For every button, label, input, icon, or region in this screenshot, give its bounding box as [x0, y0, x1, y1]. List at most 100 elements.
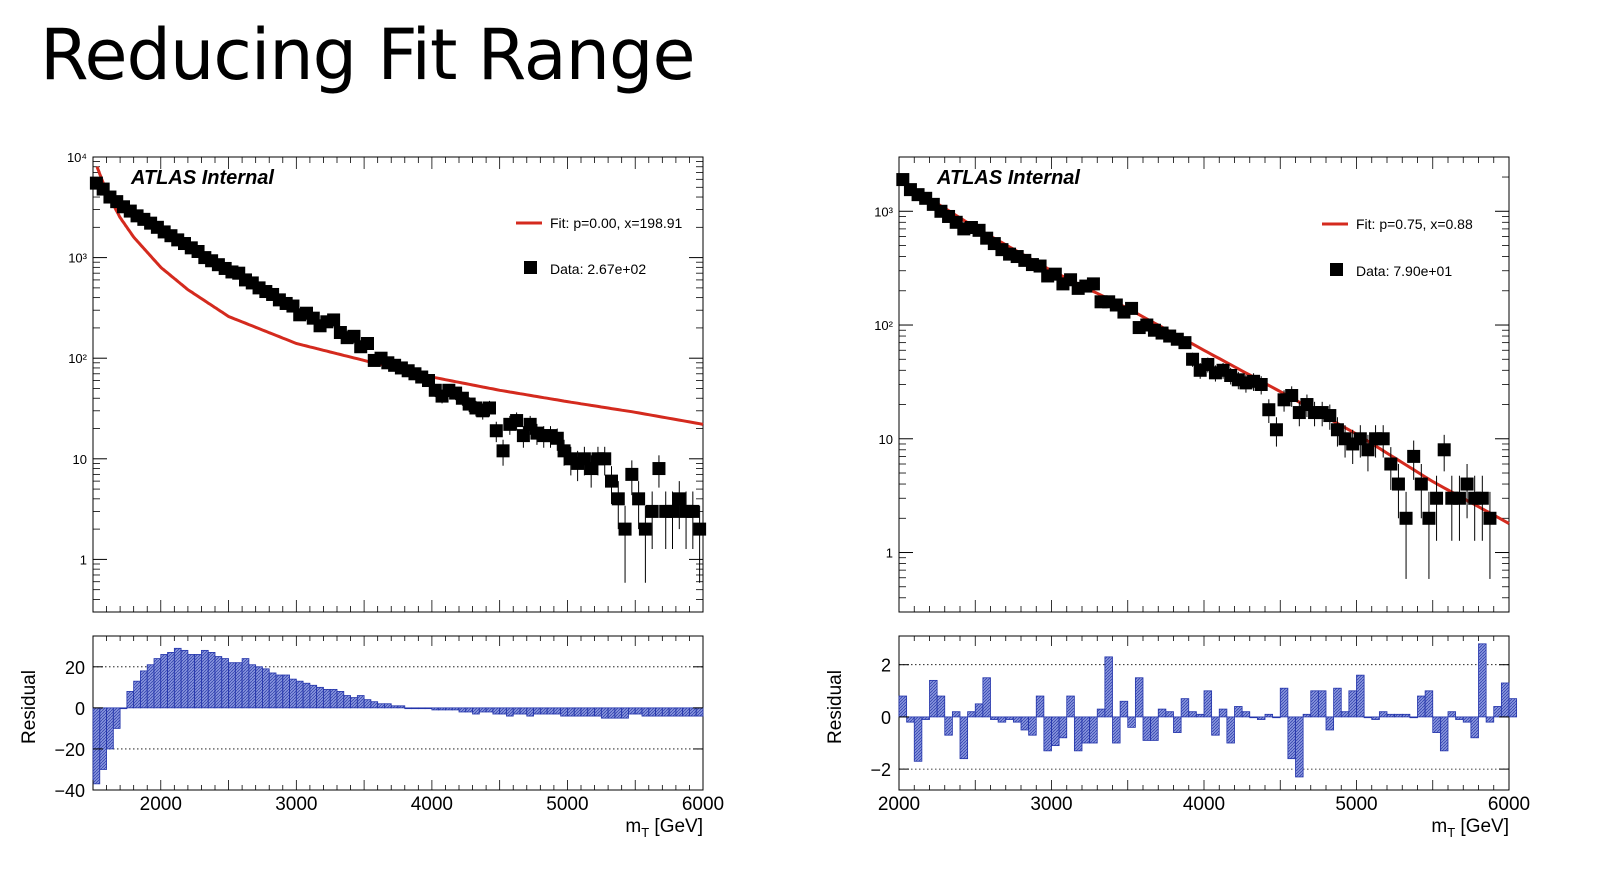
residual-bar: [607, 707, 616, 719]
residual-bar: [316, 686, 324, 709]
data-point: [672, 492, 686, 506]
data-point: [1452, 491, 1466, 505]
residual-bar: [1119, 700, 1129, 718]
residual-bar: [262, 668, 270, 709]
left-chart: 1 10 10² 10³ 10⁴ ATLAS Internal Fit: p=0.00, x…: [19, 150, 724, 840]
x-tick-label: 4000: [411, 794, 453, 815]
residual-bar: [445, 707, 453, 711]
residual-bar: [1089, 716, 1098, 744]
data-point: [598, 452, 612, 466]
residual-bar: [1417, 695, 1426, 718]
residual-bar: [1035, 695, 1045, 718]
residual-bar: [1333, 687, 1342, 718]
residual-y-tick-label: 0: [881, 708, 891, 728]
residual-y-tick-label: −40: [54, 781, 85, 801]
data-point: [483, 401, 496, 415]
residual-bar: [1310, 690, 1319, 718]
x-tick-label: 2000: [878, 794, 920, 815]
residual-axis-label: Residual: [825, 670, 846, 744]
residual-bar: [241, 658, 250, 709]
residual-bar: [567, 707, 575, 717]
residual-bar: [689, 707, 697, 717]
residual-bar: [1241, 711, 1251, 718]
residual-bar: [275, 674, 284, 709]
x-axis-label: mT [GeV]: [1431, 816, 1509, 840]
residual-bar: [1043, 716, 1052, 752]
y-tick-label: 1: [80, 552, 87, 567]
residual-bar: [668, 707, 677, 717]
residual-bar: [99, 707, 107, 770]
residual-bar: [228, 662, 236, 709]
residual-bar: [377, 703, 385, 709]
residual-bar: [1455, 716, 1464, 720]
residual-bar: [1485, 716, 1495, 723]
data-point: [625, 467, 639, 481]
residual-bar: [921, 716, 930, 720]
residual-y-tick-label: −2: [870, 760, 891, 780]
residual-bar: [1424, 690, 1434, 718]
data-point: [605, 474, 618, 488]
residual-bar: [1203, 690, 1213, 718]
residual-bar: [1096, 708, 1106, 718]
data-point: [645, 504, 659, 518]
y-tick-label: 10²: [68, 351, 87, 366]
residual-bar: [1348, 690, 1357, 718]
residual-bar: [1028, 716, 1037, 736]
data-point: [361, 336, 374, 350]
residual-bar: [682, 707, 690, 717]
residual-bar: [1478, 643, 1487, 718]
residual-bar: [1401, 713, 1411, 718]
residual-bar: [967, 711, 976, 718]
main-plot-frame: [898, 156, 1510, 613]
residual-bar: [309, 684, 318, 709]
residual-bar: [207, 652, 216, 709]
residual-bar: [951, 711, 961, 718]
residual-bar: [1157, 708, 1167, 718]
data-point: [1430, 491, 1444, 505]
residual-bar: [1470, 716, 1479, 739]
data-point: [638, 522, 652, 536]
residual-bar: [1409, 716, 1418, 719]
residual-bar: [187, 654, 196, 709]
y-tick-label: 1: [886, 546, 893, 561]
residual-bar: [1211, 716, 1220, 736]
legend-data-label: Data: 7.90e+01: [1356, 263, 1452, 279]
right-chart: 1 10 10² 10³ ATLAS Internal Fit: p=0.75, x=0.…: [825, 156, 1530, 840]
residual-bar: [173, 647, 182, 709]
residual-bar: [1287, 716, 1296, 760]
residual-bar: [1180, 698, 1190, 718]
residual-bar: [974, 703, 984, 718]
data-point: [1254, 378, 1268, 391]
residual-bar: [982, 677, 991, 718]
residual-bar: [282, 674, 290, 709]
residual-bar: [1302, 713, 1312, 718]
x-tick-label: 3000: [1030, 794, 1072, 815]
data-point: [327, 313, 341, 327]
residual-bar: [1226, 716, 1235, 744]
residual-bar: [1295, 716, 1304, 778]
residual-bar: [390, 705, 399, 709]
residual-bar: [594, 707, 602, 717]
data-point: [1414, 477, 1428, 491]
residual-bar: [1378, 711, 1388, 718]
data-point: [1399, 511, 1413, 525]
residual-bar: [350, 697, 358, 709]
residual-bar: [255, 666, 263, 709]
residual-bar: [628, 707, 636, 715]
residual-bar: [343, 695, 351, 709]
residual-y-tick-label: 20: [65, 658, 85, 678]
residual-bar: [194, 654, 202, 709]
residual-bar: [1005, 716, 1014, 720]
residual-bar: [1127, 716, 1136, 728]
residual-bar: [1081, 716, 1091, 744]
residual-bar: [1104, 656, 1113, 718]
residual-bar: [661, 707, 670, 717]
residual-bar: [546, 707, 555, 715]
residual-bar: [655, 707, 663, 717]
data-point: [347, 329, 361, 343]
x-axis-label: mT [GeV]: [625, 816, 703, 840]
residual-bar: [133, 680, 141, 709]
residual-bar: [221, 658, 229, 709]
residual-bar: [641, 707, 650, 717]
residual-bar: [539, 707, 548, 715]
